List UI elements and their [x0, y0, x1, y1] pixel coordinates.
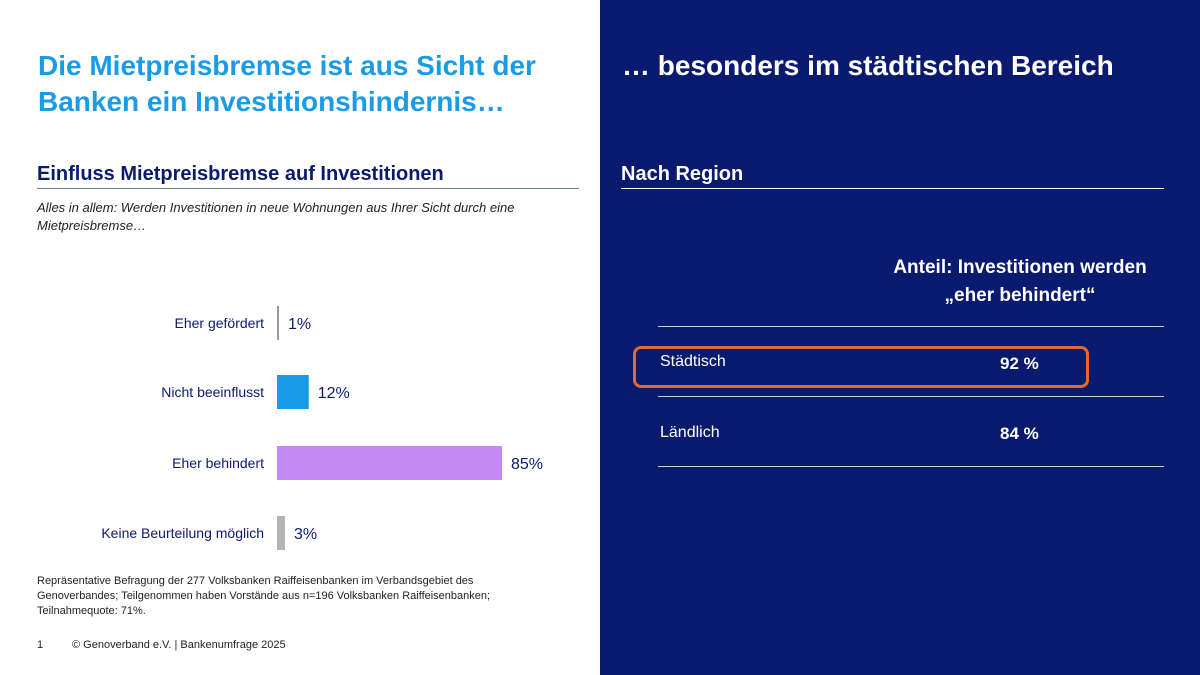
value-label-eher-behindert: 85%	[511, 456, 543, 473]
category-label-eher-gefoerdert: Eher gefördert	[175, 315, 265, 331]
region-subheading: Nach Region	[621, 160, 1164, 189]
row-label-staedtisch: Städtisch	[660, 353, 726, 370]
table-divider	[658, 326, 1164, 327]
row-value-staedtisch: 92 %	[1000, 354, 1039, 373]
bar-nicht-beeinflusst	[277, 375, 309, 409]
row-label-laendlich: Ländlich	[660, 424, 720, 441]
category-label-eher-behindert: Eher behindert	[172, 455, 264, 471]
footnote: Repräsentative Befragung der 277 Volksba…	[37, 575, 491, 617]
value-label-eher-gefoerdert: 1%	[288, 316, 311, 333]
value-label-keine-beurteilung: 3%	[294, 526, 317, 543]
table-header: Anteil: Investitionen werden „eher behin…	[893, 257, 1147, 306]
right-panel: … besonders im städtischen Bereich Nach …	[600, 0, 1200, 675]
category-label-nicht-beeinflusst: Nicht beeinflusst	[161, 384, 264, 400]
page-number: 1	[37, 639, 44, 651]
value-label-nicht-beeinflusst: 12%	[318, 385, 350, 402]
row-value-laendlich: 84 %	[1000, 424, 1039, 443]
table-divider	[658, 466, 1164, 467]
highlight-box	[633, 346, 1089, 388]
table-divider	[658, 396, 1164, 397]
region-title: … besonders im städtischen Bereich	[622, 50, 1114, 81]
copyright: © Genoverband e.V. | Bankenumfrage 2025	[72, 639, 286, 651]
chart-subheading: Einfluss Mietpreisbremse auf Investition…	[37, 160, 579, 189]
left-panel: Die Mietpreisbremse ist aus Sicht der Ba…	[37, 50, 579, 651]
bar-eher-behindert	[277, 446, 502, 480]
bar-eher-gefoerdert	[277, 306, 279, 340]
survey-question: Alles in allem: Werden Investitionen in …	[37, 200, 515, 233]
page-title: Die Mietpreisbremse ist aus Sicht der Ba…	[38, 50, 536, 117]
bar-chart: Eher gefördert 1% Nicht beeinflusst 12% Eher…	[101, 306, 543, 550]
category-label-keine-beurteilung: Keine Beurteilung möglich	[101, 525, 264, 541]
bar-keine-beurteilung	[277, 516, 285, 550]
